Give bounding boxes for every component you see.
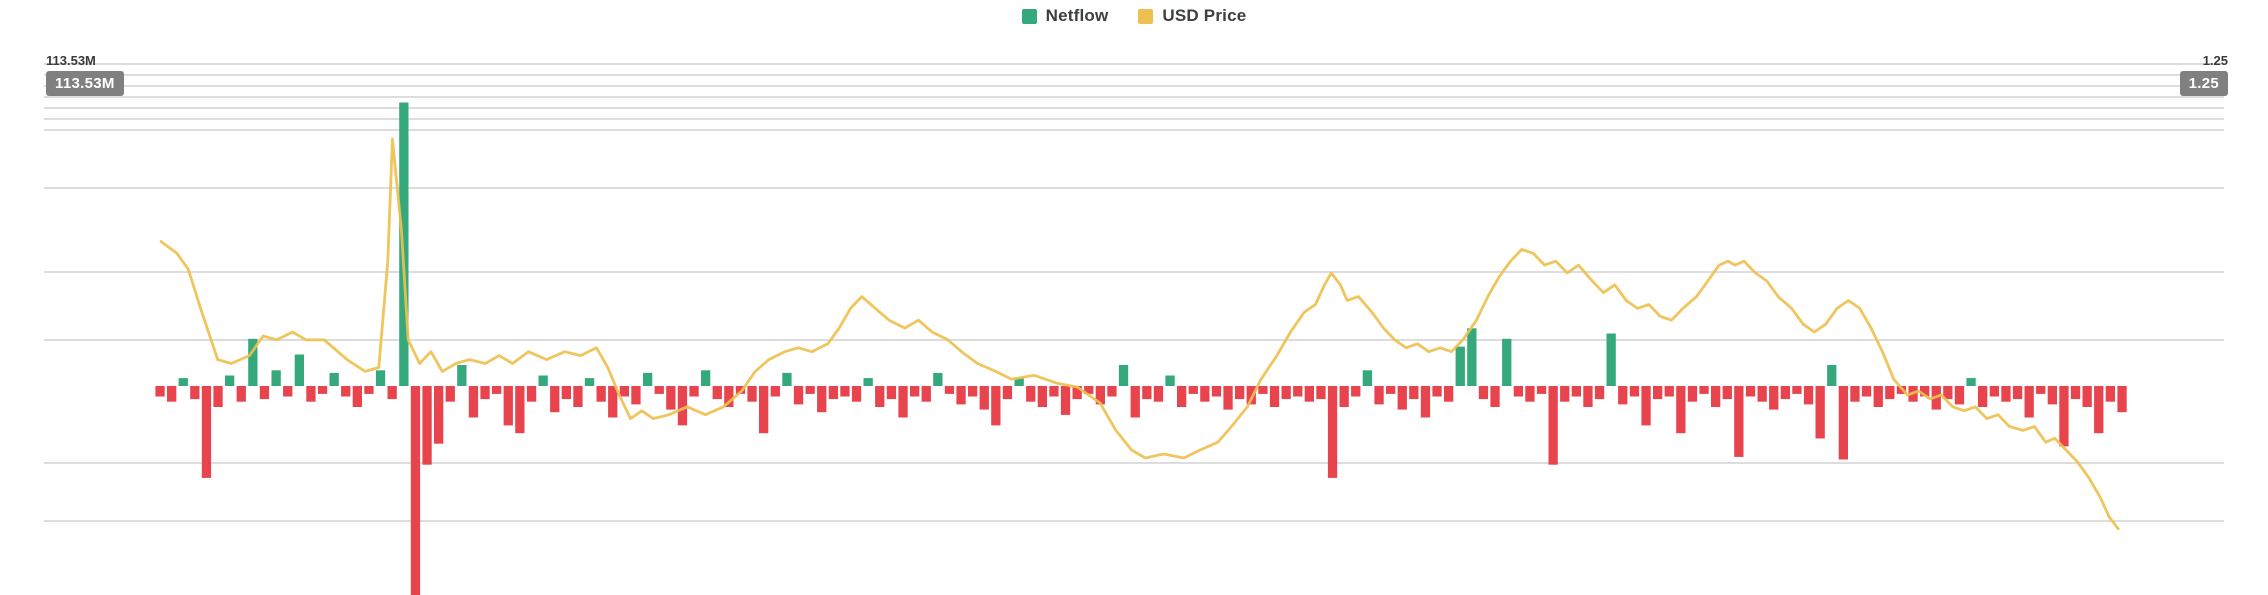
legend-label-netflow: Netflow	[1045, 6, 1109, 25]
usd-price-swatch-icon	[1138, 8, 1154, 24]
left-axis-tick: 113.53M	[46, 53, 96, 68]
right-axis-tick: 1.25	[2202, 53, 2228, 68]
chart-legend: Netflow USD Price	[0, 6, 2268, 26]
right-axis-labels: 1.25 1.25	[2179, 53, 2228, 96]
right-axis-value-badge: 1.25	[2179, 71, 2228, 96]
legend-item-netflow[interactable]: Netflow	[1021, 6, 1109, 26]
left-axis-value-badge: 113.53M	[46, 71, 124, 96]
legend-item-usd-price[interactable]: USD Price	[1138, 6, 1246, 26]
left-axis-labels: 113.53M 113.53M	[46, 54, 124, 96]
legend-label-usd-price: USD Price	[1162, 6, 1247, 25]
netflow-swatch-icon	[1021, 8, 1037, 24]
